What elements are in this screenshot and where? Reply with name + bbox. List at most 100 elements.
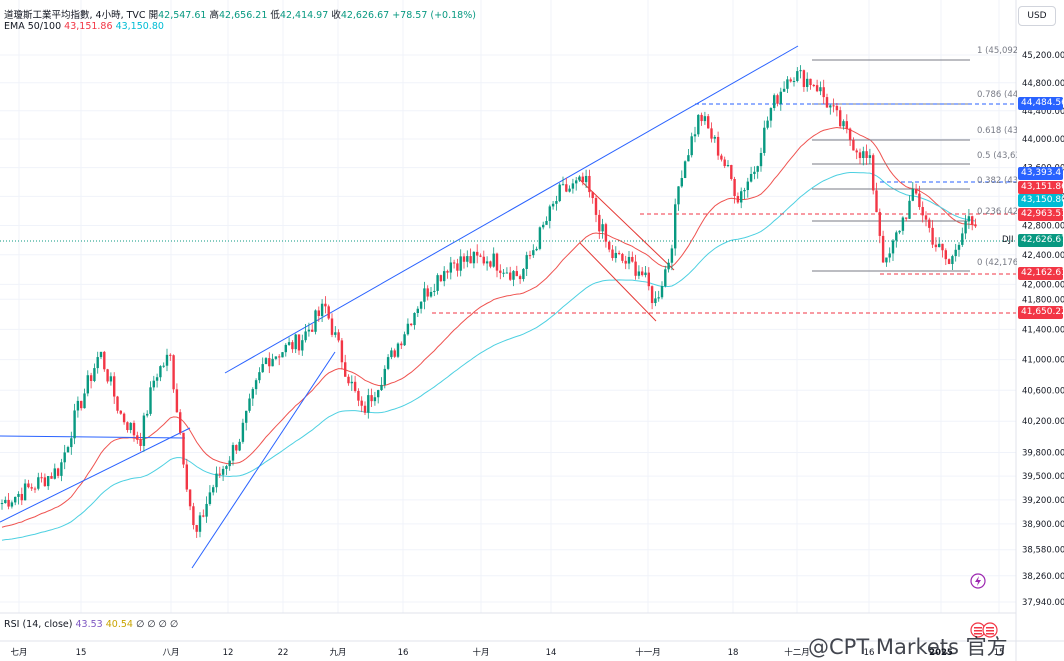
price-tick-label: 42,000.00 [1022, 280, 1064, 290]
candle-body [264, 358, 268, 365]
candle-body [657, 297, 660, 299]
candle-body [901, 217, 905, 231]
lightning-icon[interactable] [970, 573, 986, 589]
candle-body [796, 71, 799, 81]
candle-body [66, 447, 70, 453]
candle-body [76, 400, 80, 411]
candle-body [525, 255, 528, 269]
candle-body [766, 120, 769, 128]
change-value: +78.57 (+0.18%) [392, 10, 476, 21]
candle-body [195, 525, 198, 532]
candle-body [380, 384, 383, 391]
candle-body [667, 262, 670, 270]
candle-body [924, 215, 928, 220]
candle-body [518, 276, 522, 280]
candle-body [33, 488, 37, 490]
candle-body [584, 175, 588, 183]
candle-body [218, 473, 221, 475]
candle-body [278, 356, 281, 358]
fib-label-786: 0.786 (44,4 [977, 90, 1017, 100]
candle-body [360, 400, 363, 406]
time-tick-label: 16 [398, 648, 409, 658]
candle-body [492, 253, 495, 267]
time-tick-label: 2025 [929, 648, 953, 658]
candle-body [324, 303, 327, 307]
candle-body [740, 191, 743, 203]
low-value: 42,414.97 [279, 10, 329, 21]
candle-body [763, 127, 766, 153]
candle-body [891, 240, 895, 254]
candle-body [934, 244, 938, 248]
candle-body [542, 224, 545, 228]
candle-body [113, 376, 116, 397]
candle-body [575, 180, 578, 184]
high-value: 42,656.21 [219, 10, 268, 21]
candle-body [350, 381, 353, 384]
candle-body [634, 261, 637, 276]
candle-body [505, 272, 509, 274]
fib-label-382: 0.382 (43,3 [977, 176, 1017, 186]
candle-body [476, 251, 479, 256]
candle-body [109, 376, 113, 382]
candle-body [941, 243, 944, 251]
candle-body [122, 413, 126, 423]
price-tag-42963: 42,963.51 [1018, 208, 1064, 221]
candle-body [835, 105, 839, 111]
candle-body [535, 248, 538, 251]
candle-body [27, 483, 30, 488]
candle-body [20, 493, 23, 501]
candle-body [172, 355, 175, 390]
candle-body [756, 166, 759, 172]
candle-body [921, 207, 924, 216]
candle-body [162, 365, 165, 367]
rsi-ma-value: 40.54 [105, 619, 133, 630]
candle-body [149, 387, 152, 414]
ema50-line [1, 126, 976, 528]
candle-body [730, 164, 733, 179]
candle-body [881, 235, 885, 263]
ema-lines [1, 126, 976, 541]
candle-body [532, 250, 535, 256]
ema-legend[interactable]: EMA 50/100 43,151.86 43,150.80 [4, 21, 164, 32]
candle-body [872, 155, 875, 191]
rsi-legend[interactable]: RSI (14, close) 43.53 40.54 ∅ ∅ ∅ ∅ [4, 619, 178, 630]
currency-button[interactable]: USD [1018, 6, 1056, 26]
candle-body [591, 192, 594, 199]
candle-body [43, 477, 47, 487]
candle-body [466, 256, 469, 262]
candle-body [40, 477, 43, 479]
candle-body [726, 164, 730, 167]
candle-body [14, 496, 17, 503]
candle-body [30, 487, 33, 489]
us-flag-icon[interactable] [970, 622, 1000, 638]
time-tick-label: 16 [864, 648, 875, 658]
candle-body [971, 216, 974, 225]
time-tick-label: 十二月 [784, 647, 810, 658]
candle-body [106, 369, 109, 382]
price-tick-label: 39,200.00 [1022, 496, 1064, 506]
candle-body [281, 352, 284, 358]
candle-body [759, 152, 763, 167]
watermark: @CPT Markets 官方 [808, 635, 1008, 659]
candle-body [436, 275, 439, 291]
candle-body [604, 224, 608, 242]
candle-body [720, 155, 723, 160]
candle-body [469, 256, 472, 264]
candle-body [314, 310, 317, 332]
candle-body [221, 468, 225, 475]
candle-body [644, 272, 647, 276]
candle-body [832, 105, 835, 107]
candle-body [426, 288, 429, 297]
candle-body [367, 395, 370, 413]
candle-body [146, 413, 149, 416]
candle-body [320, 303, 324, 316]
close-label: 收 [331, 10, 341, 21]
candle-body [670, 248, 674, 263]
candle-body [961, 233, 964, 245]
price-tag-fib786: 44,484.56 [1018, 97, 1064, 110]
candle-body [363, 405, 367, 413]
candle-body [188, 489, 192, 507]
close-value: 42,626.67 [340, 10, 390, 21]
candle-body [96, 357, 99, 369]
